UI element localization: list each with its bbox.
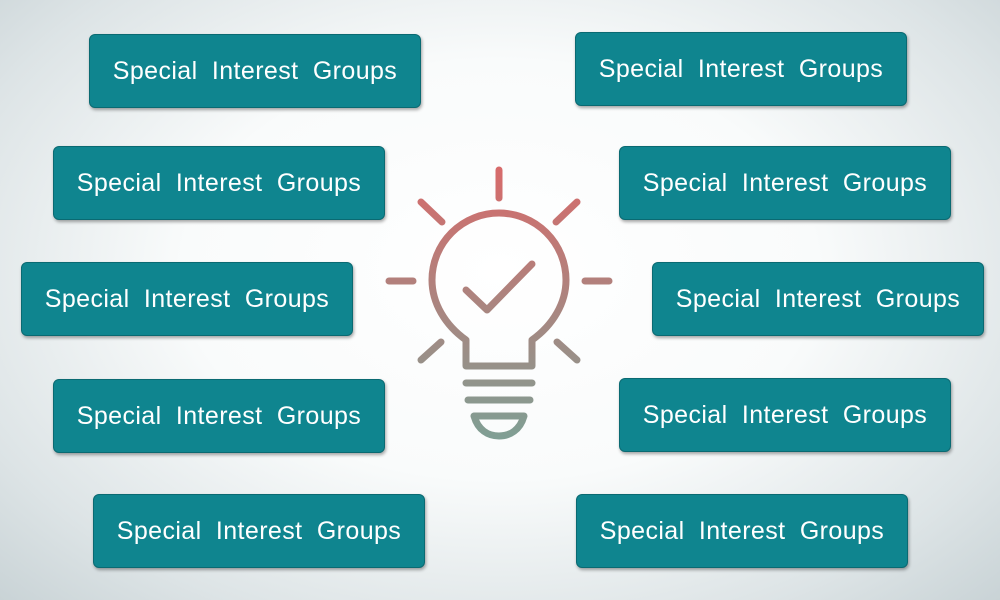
group-box-right-1: Special Interest Groups — [575, 32, 907, 106]
group-box-left-3: Special Interest Groups — [21, 262, 353, 336]
group-box-right-4: Special Interest Groups — [619, 378, 951, 452]
light-ray — [417, 338, 445, 364]
light-ray — [417, 198, 446, 226]
group-box-right-5: Special Interest Groups — [576, 494, 908, 568]
group-box-left-5: Special Interest Groups — [93, 494, 425, 568]
lightbulb-check-icon — [385, 166, 613, 440]
light-ray — [552, 198, 581, 226]
group-box-right-3: Special Interest Groups — [652, 262, 984, 336]
light-ray — [553, 338, 581, 364]
bulb-outline — [428, 209, 570, 370]
group-box-right-2: Special Interest Groups — [619, 146, 951, 220]
check-mark — [462, 260, 536, 314]
bulb-base-cap — [470, 412, 528, 440]
group-box-left-4: Special Interest Groups — [53, 379, 385, 453]
group-box-left-1: Special Interest Groups — [89, 34, 421, 108]
group-box-left-2: Special Interest Groups — [53, 146, 385, 220]
